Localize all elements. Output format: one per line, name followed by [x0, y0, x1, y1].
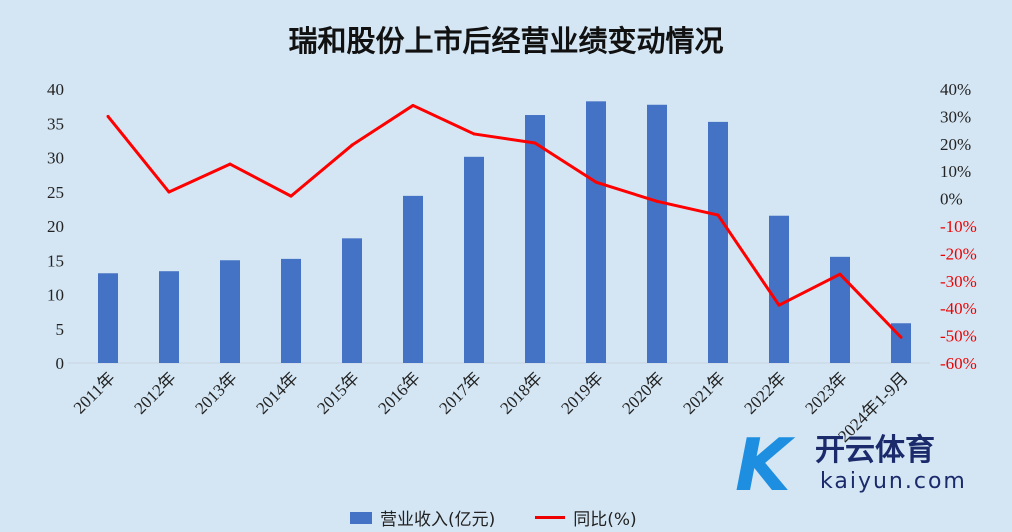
- revenue-bar: [403, 195, 423, 363]
- revenue-bar: [281, 258, 301, 363]
- y-left-tick-label: 15: [47, 251, 64, 270]
- yoy-line: [106, 103, 903, 339]
- yoy-point: [289, 194, 293, 198]
- kaiyun-logo-icon: K: [735, 423, 791, 507]
- y-right-tick-label: 20%: [940, 135, 971, 154]
- yoy-point: [838, 272, 842, 276]
- revenue-bar: [464, 156, 484, 363]
- revenue-bar: [525, 115, 545, 363]
- x-tick-label: 2018年: [496, 368, 545, 417]
- y-left-tick-label: 10: [47, 286, 64, 305]
- legend: 营业收入(亿元) 同比(%): [350, 505, 637, 530]
- y-left-tick-label: 25: [47, 183, 64, 202]
- yoy-point: [716, 213, 720, 217]
- y-left-tick-label: 20: [47, 217, 64, 236]
- x-tick-label: 2013年: [191, 368, 240, 417]
- y-right-tick-label: 40%: [940, 80, 971, 99]
- revenue-bar: [342, 238, 362, 363]
- x-tick-label: 2017年: [435, 368, 484, 417]
- yoy-point: [472, 132, 476, 136]
- legend-revenue: 营业收入(亿元): [380, 510, 496, 530]
- x-tick-label: 2016年: [374, 368, 423, 417]
- y-left-tick-label: 40: [47, 80, 64, 99]
- watermark-cn: 开云体育: [815, 433, 935, 468]
- revenue-bar: [98, 273, 118, 363]
- yoy-point: [899, 335, 903, 339]
- y-right-tick-label: -50%: [940, 327, 977, 346]
- yoy-point: [594, 180, 598, 184]
- y-left-tick-label: 5: [56, 320, 65, 339]
- legend-line-swatch: [535, 516, 566, 519]
- yoy-point: [533, 141, 537, 145]
- yoy-point: [777, 303, 781, 307]
- y-right-tick-label: -30%: [940, 272, 977, 291]
- revenue-bar: [586, 101, 606, 363]
- x-tick-label: 2022年: [740, 368, 789, 417]
- chart-title: 瑞和股份上市后经营业绩变动情况: [288, 24, 724, 58]
- y-left-tick-label: 0: [56, 354, 65, 373]
- revenue-bar: [708, 121, 728, 363]
- revenue-bar: [220, 260, 240, 363]
- y-right-tick-label: 30%: [940, 107, 971, 126]
- y-right-tick-label: 0%: [940, 190, 963, 209]
- yoy-point: [228, 162, 232, 166]
- yoy-point: [350, 143, 354, 147]
- y-right-tick-label: -10%: [940, 217, 977, 236]
- revenue-bar: [830, 256, 850, 363]
- y-right-tick-label: -40%: [940, 299, 977, 318]
- revenue-bar: [769, 215, 789, 363]
- legend-yoy: 同比(%): [573, 510, 637, 530]
- watermark: K 开云体育 kaiyun.com: [735, 425, 967, 505]
- x-tick-label: 2020年: [618, 368, 667, 417]
- x-tick-label: 2012年: [130, 368, 179, 417]
- x-tick-label: 2014年: [252, 368, 301, 417]
- x-tick-label: 2011年: [70, 368, 119, 417]
- x-tick-label: 2015年: [313, 368, 362, 417]
- legend-bar-swatch: [350, 511, 372, 524]
- y-right-tick-label: -60%: [940, 354, 977, 373]
- yoy-point: [411, 103, 415, 107]
- x-tick-label: 2021年: [679, 368, 728, 417]
- y-left-tick-label: 30: [47, 149, 64, 168]
- y-right-tick-label: 10%: [940, 162, 971, 181]
- x-tick-label: 2023年: [801, 368, 850, 417]
- revenue-bar: [647, 104, 667, 363]
- x-tick-label: 2019年: [557, 368, 606, 417]
- y-left-tick-label: 35: [47, 114, 64, 133]
- yoy-point: [106, 114, 110, 118]
- yoy-point: [655, 199, 659, 203]
- yoy-point: [167, 190, 171, 194]
- y-right-tick-label: -20%: [940, 244, 977, 263]
- revenue-bar: [159, 271, 179, 363]
- watermark-en: kaiyun.com: [820, 469, 967, 494]
